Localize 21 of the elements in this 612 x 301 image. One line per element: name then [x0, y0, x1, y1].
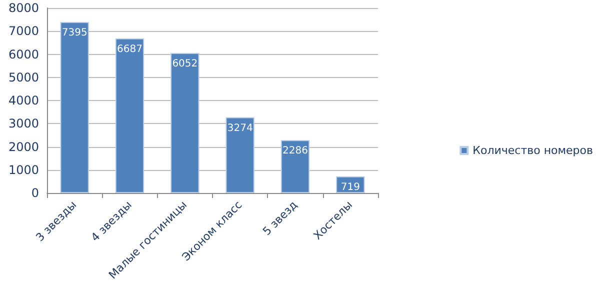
y-tick-label: 3000: [8, 116, 39, 131]
y-tick-label: 7000: [8, 24, 39, 38]
bar: [226, 117, 254, 193]
bar: [170, 53, 200, 193]
data-label: 6052: [172, 58, 198, 70]
y-tick-label: 6000: [8, 47, 39, 62]
y-tick-label: 4000: [8, 94, 39, 108]
data-label: 2286: [282, 146, 308, 157]
y-tick-label: 2000: [8, 140, 39, 154]
bar: [115, 38, 144, 193]
legend-label: Количество номеров: [472, 144, 594, 157]
bar: [60, 22, 89, 193]
data-label: 719: [340, 182, 360, 193]
bar: [280, 140, 310, 193]
data-label: 3274: [227, 122, 253, 134]
y-tick-label: 0: [31, 186, 39, 200]
y-tick-label: 5000: [8, 70, 39, 84]
data-label: 7395: [62, 27, 88, 38]
y-tick-label: 8000: [8, 1, 39, 15]
data-label: 6687: [117, 44, 142, 55]
y-tick-label: 1000: [8, 162, 39, 177]
